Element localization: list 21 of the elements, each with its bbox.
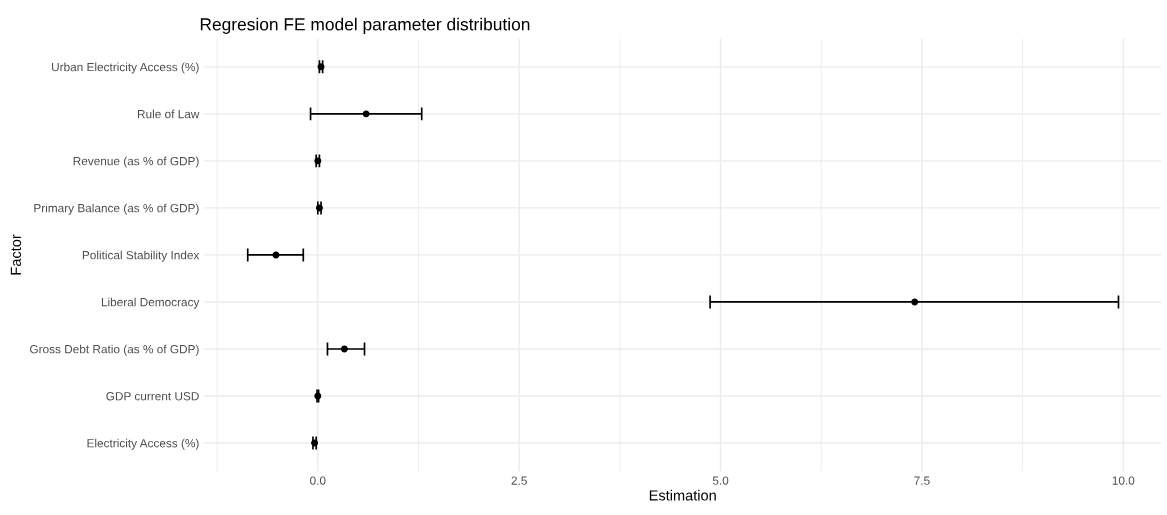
x-tick-label: 0.0 — [310, 476, 326, 485]
x-tick-label: 10.0 — [1112, 476, 1135, 485]
point — [340, 345, 348, 353]
y-axis-title: Factor — [10, 234, 22, 275]
point — [911, 298, 919, 306]
y-tick-label: Liberal Democracy — [101, 297, 200, 309]
chart-title: Regresion FE model parameter distribution — [200, 17, 530, 34]
y-tick-label: Revenue (as % of GDP) — [73, 156, 199, 168]
y-tick-label: Primary Balance (as % of GDP) — [34, 203, 199, 215]
y-tick-label: Electricity Access (%) — [87, 438, 199, 450]
y-tick-label: Political Stability Index — [82, 250, 200, 262]
y-tick-label: Rule of Law — [137, 109, 200, 119]
x-axis-title: Estimation — [649, 489, 716, 501]
y-tick-label: Gross Debt Ratio (as % of GDP) — [30, 344, 199, 356]
point — [362, 110, 370, 118]
x-tick-label: 2.5 — [511, 476, 527, 485]
y-tick-label: GDP current USD — [106, 392, 199, 401]
point — [272, 251, 280, 259]
x-tick-label: 7.5 — [914, 476, 930, 485]
y-tick-label: Urban Electricity Access (%) — [52, 62, 199, 74]
x-tick-label: 5.0 — [712, 476, 729, 485]
